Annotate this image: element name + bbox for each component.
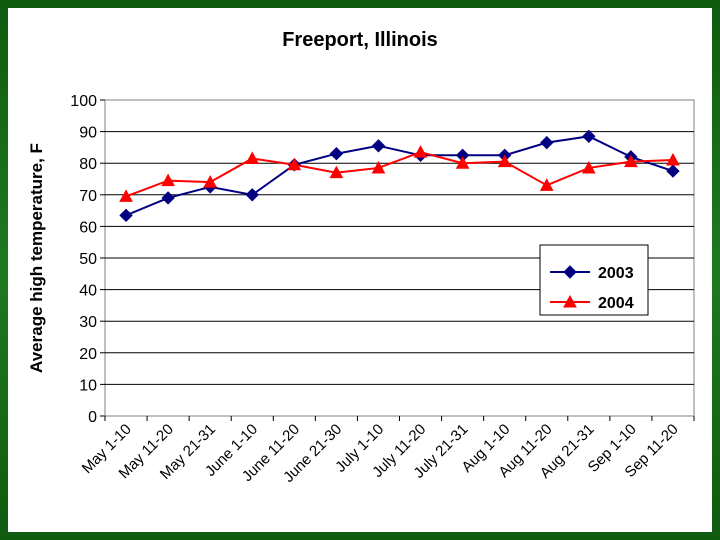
data-point-2004 [581, 160, 596, 174]
data-point-2003 [329, 147, 344, 161]
data-point-2003 [245, 188, 259, 202]
data-point-2004 [203, 175, 218, 188]
data-point-2004 [455, 156, 470, 169]
y-tick-label: 100 [70, 93, 97, 110]
data-point-2004 [329, 165, 344, 179]
y-tick-label: 60 [79, 219, 97, 236]
y-tick-label: 80 [79, 156, 97, 173]
legend-marker [563, 294, 577, 308]
y-tick-label: 10 [79, 377, 97, 394]
data-point-2004 [413, 145, 428, 158]
data-point-2003 [666, 164, 680, 178]
y-tick-label: 30 [79, 314, 97, 331]
data-point-2003 [119, 208, 133, 223]
legend-marker [563, 265, 577, 279]
series-2003 [119, 129, 680, 223]
data-point-2003 [540, 135, 554, 150]
y-tick-label: 0 [88, 409, 97, 426]
legend: 2003 2004 [539, 244, 649, 316]
chart-panel: Freeport, Illinois 0 10 20 30 40 50 60 70 80 90 10… [8, 8, 712, 532]
legend-label: 2004 [598, 295, 634, 312]
series-line-2003 [125, 135, 674, 217]
legend-item-2003: 2003 [550, 265, 634, 282]
data-point-2003 [371, 139, 386, 153]
line-chart: Freeport, Illinois 0 10 20 30 40 50 60 70 80 90 10… [27, 29, 695, 486]
y-axis-label: Average high temperature, F [27, 143, 46, 373]
data-point-2003 [161, 191, 175, 205]
y-tick-label: 50 [79, 251, 97, 268]
legend-box [539, 244, 649, 316]
data-point-2004 [287, 157, 302, 171]
series-layer [119, 129, 680, 223]
legend-item-2004: 2004 [550, 294, 634, 312]
series-line-2004 [125, 151, 674, 198]
gridlines [105, 131, 694, 385]
data-point-2004 [161, 173, 175, 187]
y-axis-ticks: 0 10 20 30 40 50 60 70 80 90 100 [70, 93, 105, 426]
data-point-2004 [539, 178, 554, 191]
series-2004 [119, 145, 680, 202]
data-point-2004 [497, 154, 512, 168]
data-point-2004 [371, 160, 386, 174]
y-tick-label: 20 [79, 346, 97, 363]
data-point-2004 [119, 189, 133, 202]
chart-title: Freeport, Illinois [282, 29, 438, 51]
y-tick-label: 40 [79, 283, 97, 300]
data-point-2004 [624, 154, 638, 168]
legend-label: 2003 [598, 265, 634, 282]
y-tick-label: 90 [79, 125, 97, 142]
data-point-2004 [666, 152, 680, 166]
data-point-2004 [245, 151, 260, 164]
y-tick-label: 70 [79, 188, 97, 205]
data-point-2003 [582, 129, 596, 144]
